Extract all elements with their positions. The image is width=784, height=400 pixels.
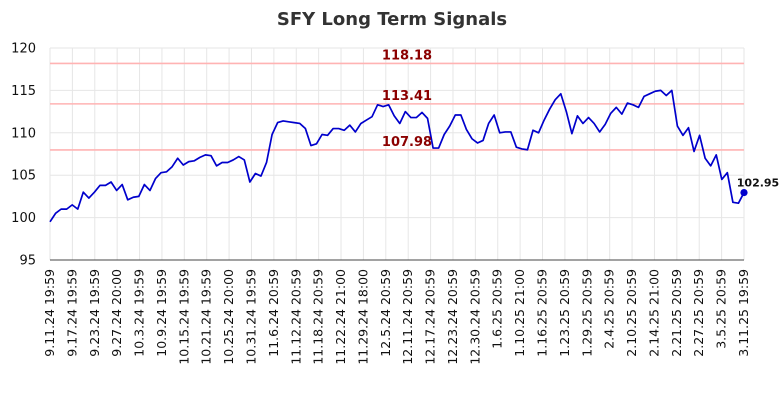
x-tick-label: 1.23.25 20:59 — [557, 269, 572, 357]
annotation-layer: 118.18 113.41 107.98 102.95 — [382, 48, 779, 189]
x-tick-label: 1.16.25 20:59 — [535, 269, 550, 357]
series-layer — [49, 89, 748, 223]
x-tick-label: 9.23.24 19:59 — [87, 269, 102, 357]
x-tick-label: 11.18.24 20:59 — [311, 269, 326, 365]
grid-layer — [49, 47, 745, 261]
x-tick-label: 9.11.24 19:59 — [42, 269, 57, 357]
y-tick-label: 100 — [11, 211, 36, 226]
chart-title: SFY Long Term Signals — [277, 9, 507, 30]
x-tick-label: 1.29.25 20:59 — [579, 269, 594, 357]
x-tick-label: 2.4.25 20:59 — [602, 269, 617, 349]
x-tick-label: 10.31.24 19:59 — [243, 269, 258, 365]
level-label: 118.18 — [382, 48, 432, 63]
x-tick-label: 12.11.24 20:59 — [400, 269, 415, 365]
x-tick-label: 1.6.25 20:59 — [490, 269, 505, 349]
x-tick-label: 12.30.24 20:59 — [467, 269, 482, 365]
x-tick-label: 11.6.24 20:59 — [266, 269, 281, 357]
x-tick-label: 10.3.24 19:59 — [132, 269, 147, 357]
x-tick-label: 11.12.24 20:59 — [288, 269, 303, 365]
x-tick-label: 2.14.25 21:00 — [646, 269, 661, 357]
x-tick-label: 3.5.25 20:59 — [714, 269, 729, 349]
y-tick-label: 105 — [11, 169, 36, 184]
x-axis: 9.11.24 19:59 9.17.24 19:59 9.23.24 19:59 9… — [42, 269, 751, 365]
last-point-marker — [740, 188, 748, 197]
x-tick-label: 10.21.24 19:59 — [199, 269, 214, 365]
y-tick-label: 95 — [19, 254, 36, 269]
x-tick-label: 9.27.24 20:00 — [109, 269, 124, 357]
x-tick-label: 10.9.24 19:59 — [154, 269, 169, 357]
series-line — [49, 89, 745, 223]
x-tick-label: 12.23.24 20:59 — [445, 269, 460, 365]
last-value-label: 102.95 — [737, 177, 779, 190]
x-tick-label: 2.21.25 20:59 — [669, 269, 684, 357]
x-tick-label: 10.15.24 19:59 — [176, 269, 191, 365]
x-tick-label: 12.5.24 20:59 — [378, 269, 393, 357]
y-tick-label: 115 — [11, 84, 36, 99]
y-tick-label: 120 — [11, 42, 36, 57]
level-label: 113.41 — [382, 89, 432, 104]
x-tick-label: 2.10.25 20:59 — [624, 269, 639, 357]
x-tick-label: 3.11.25 19:59 — [736, 269, 751, 357]
x-tick-label: 1.10.25 21:00 — [512, 269, 527, 357]
x-tick-label: 9.17.24 19:59 — [64, 269, 79, 357]
y-axis: 95 100 105 110 115 120 — [11, 42, 36, 269]
x-tick-label: 2.27.25 20:59 — [691, 269, 706, 357]
level-label: 107.98 — [382, 135, 432, 150]
x-tick-label: 11.29.24 18:00 — [355, 269, 370, 365]
x-tick-label: 12.17.24 20:59 — [423, 269, 438, 365]
x-tick-label: 11.22.24 21:00 — [333, 269, 348, 365]
y-tick-label: 110 — [11, 126, 36, 141]
x-tick-label: 10.25.24 20:00 — [221, 269, 236, 365]
